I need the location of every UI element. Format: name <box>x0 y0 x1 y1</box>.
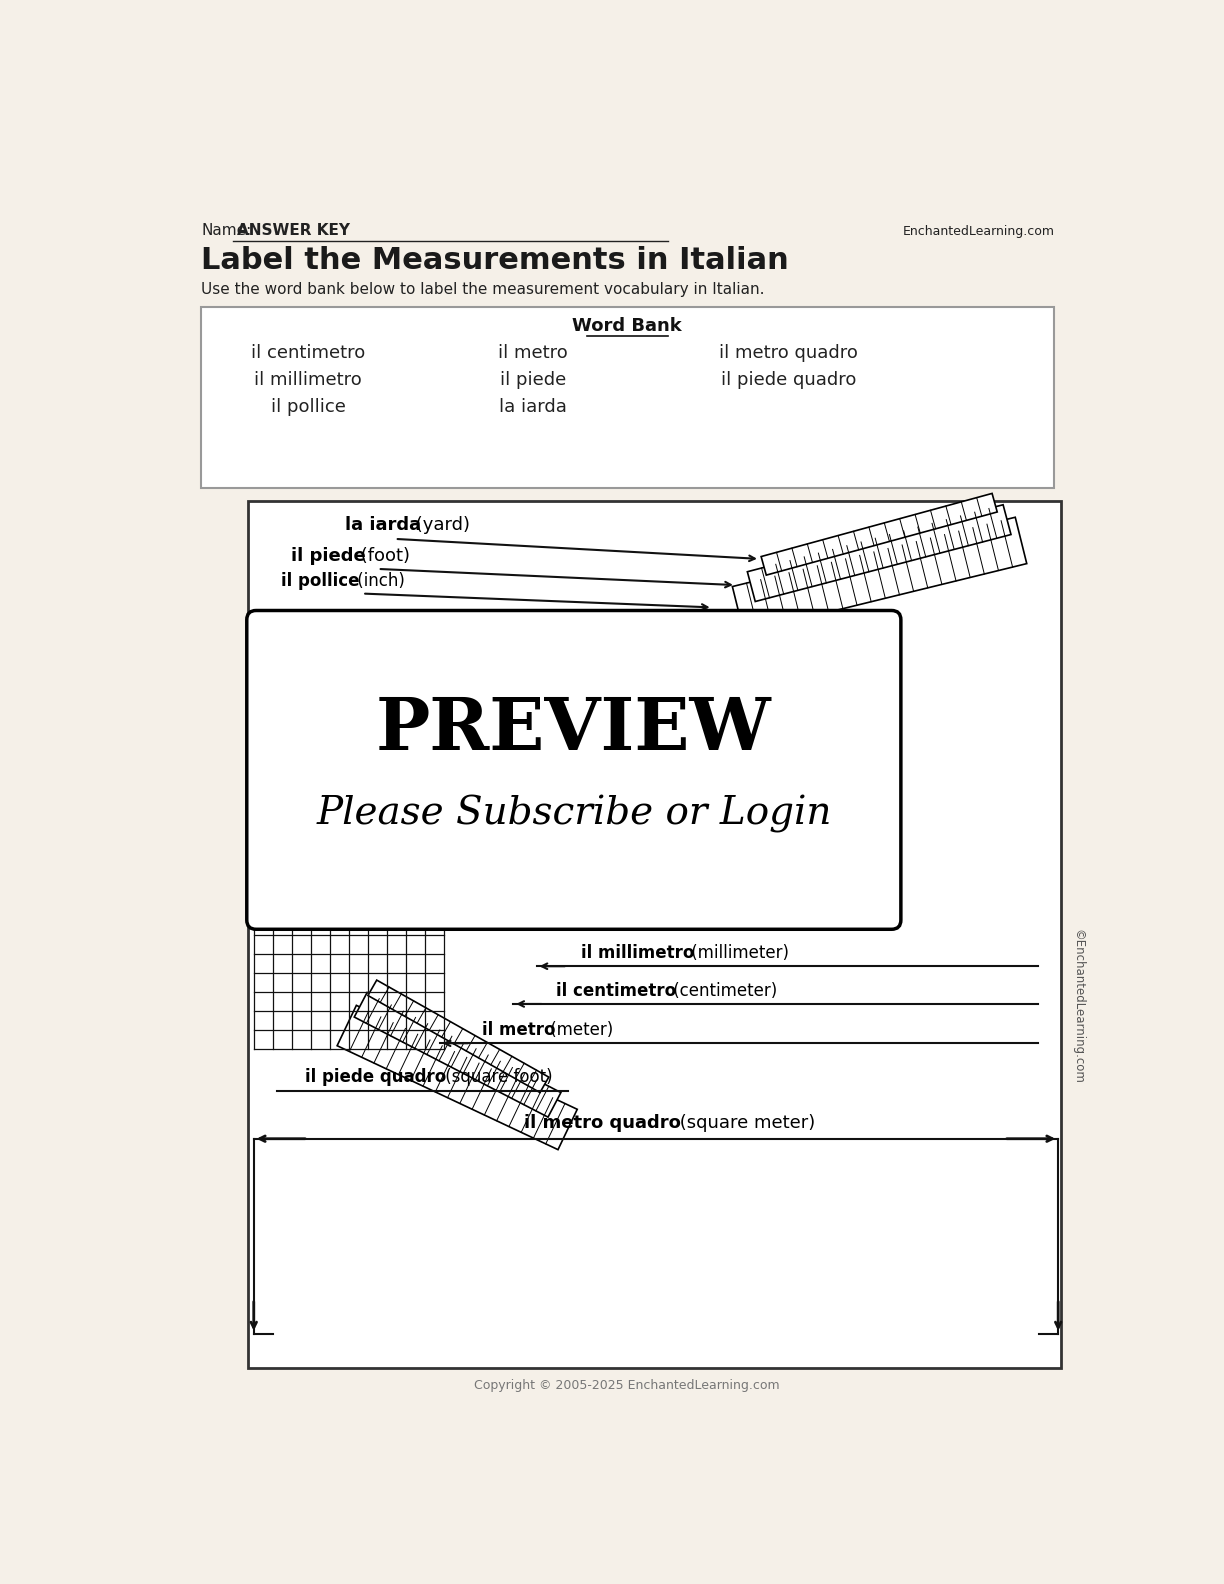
Polygon shape <box>354 993 561 1117</box>
Text: la iarda: la iarda <box>345 516 421 534</box>
Text: il pollice: il pollice <box>271 398 345 417</box>
Text: ANSWER KEY: ANSWER KEY <box>236 223 350 238</box>
Text: il millimetro: il millimetro <box>255 371 362 390</box>
Text: il metro quadro: il metro quadro <box>524 1114 681 1133</box>
Text: Word Bank: Word Bank <box>573 317 682 334</box>
Text: Please Subscribe or Login: Please Subscribe or Login <box>316 795 831 833</box>
Polygon shape <box>748 505 1011 602</box>
Text: il piede: il piede <box>499 371 565 390</box>
Text: il pollice: il pollice <box>280 572 360 589</box>
Text: il millimetro: il millimetro <box>581 944 694 961</box>
Text: (meter): (meter) <box>545 1020 613 1039</box>
Polygon shape <box>368 980 548 1093</box>
Polygon shape <box>732 518 1027 634</box>
Text: il metro quadro: il metro quadro <box>718 344 858 361</box>
Text: il metro: il metro <box>482 1020 556 1039</box>
FancyBboxPatch shape <box>247 610 901 930</box>
Text: il centimetro: il centimetro <box>556 982 676 1000</box>
Polygon shape <box>337 1006 578 1150</box>
Text: ©EnchantedLearning.com: ©EnchantedLearning.com <box>1071 928 1084 1083</box>
Text: (yard): (yard) <box>410 516 470 534</box>
Text: Copyright © 2005-2025 EnchantedLearning.com: Copyright © 2005-2025 EnchantedLearning.… <box>475 1380 780 1392</box>
Text: (square foot): (square foot) <box>439 1068 552 1085</box>
Text: (square meter): (square meter) <box>673 1114 815 1133</box>
FancyBboxPatch shape <box>247 501 1061 1369</box>
Text: (foot): (foot) <box>355 546 410 565</box>
Text: PREVIEW: PREVIEW <box>376 694 771 765</box>
Text: (millimeter): (millimeter) <box>687 944 789 961</box>
Text: Label the Measurements in Italian: Label the Measurements in Italian <box>201 247 788 276</box>
Text: il centimetro: il centimetro <box>251 344 365 361</box>
Text: il piede quadro: il piede quadro <box>305 1068 447 1085</box>
Text: EnchantedLearning.com: EnchantedLearning.com <box>902 225 1054 238</box>
Text: (centimeter): (centimeter) <box>668 982 777 1000</box>
Text: Use the word bank below to label the measurement vocabulary in Italian.: Use the word bank below to label the mea… <box>201 282 765 298</box>
Text: (inch): (inch) <box>353 572 405 589</box>
Text: il metro: il metro <box>498 344 568 361</box>
FancyBboxPatch shape <box>201 307 1054 488</box>
Polygon shape <box>761 494 998 575</box>
Text: la iarda: la iarda <box>499 398 567 417</box>
Text: il piede quadro: il piede quadro <box>721 371 856 390</box>
Text: il piede: il piede <box>291 546 366 565</box>
Text: Name:: Name: <box>201 223 251 238</box>
